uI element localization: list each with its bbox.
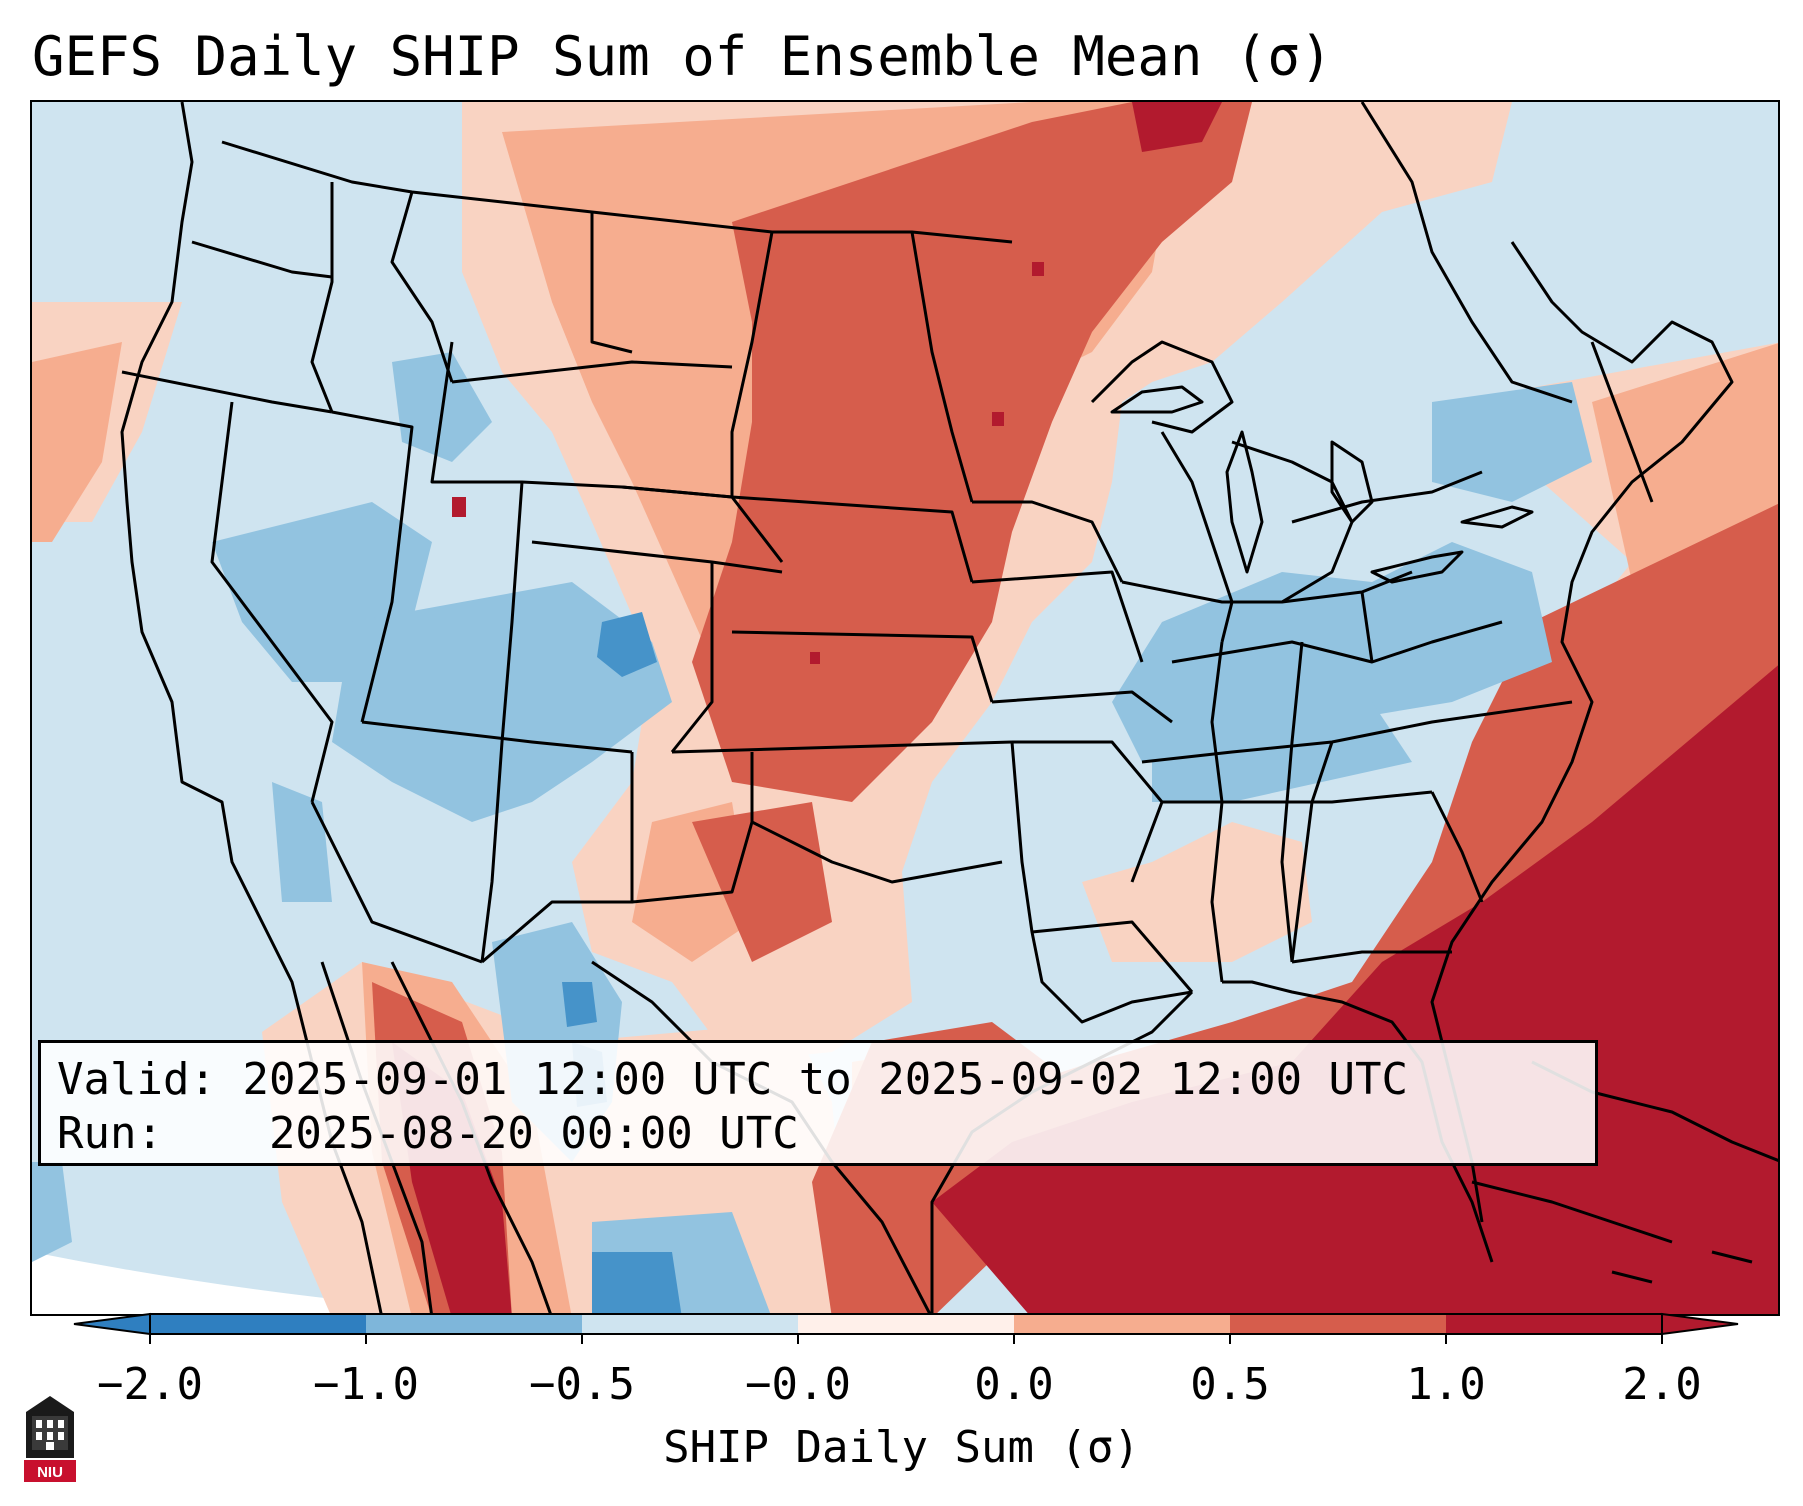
colorbar-tick-label: −0.0 <box>745 1359 851 1410</box>
boundaries <box>120 102 1778 1314</box>
colorbar-segment-7 <box>1446 1314 1662 1334</box>
projection-edge-left <box>32 1252 493 1314</box>
logo-text: NIU <box>37 1464 63 1481</box>
anomaly-strong-negative <box>562 612 682 1314</box>
colorbar-segment-2 <box>366 1314 582 1334</box>
colorbar-tick-label: −1.0 <box>313 1359 419 1410</box>
valid-info-box: Valid: 2025-09-01 12:00 UTC to 2025-09-0… <box>38 1040 1598 1166</box>
map-title: GEFS Daily SHIP Sum of Ensemble Mean (σ) <box>32 25 1333 88</box>
colorbar-segment-4 <box>798 1314 1014 1334</box>
colorbar-tick-label: 0.5 <box>1190 1359 1270 1410</box>
colorbar-extend-high <box>1661 1312 1739 1336</box>
niu-logo-icon: NIU <box>24 1396 76 1482</box>
colorbar-segment-3 <box>582 1314 798 1334</box>
colorbar <box>73 1312 1739 1344</box>
colorbar-tick-label: 1.0 <box>1406 1359 1486 1410</box>
colorbar-tick-label: 0.0 <box>974 1359 1054 1410</box>
valid-value: 2025-09-01 12:00 UTC to 2025-09-02 12:00… <box>242 1054 1409 1105</box>
colorbar-extend-low <box>73 1312 151 1336</box>
run-label: Run: <box>57 1108 163 1159</box>
valid-label: Valid: <box>57 1054 216 1105</box>
colorbar-tick-label: 2.0 <box>1622 1359 1702 1410</box>
colorbar-label: SHIP Daily Sum (σ) <box>663 1422 1140 1473</box>
colorbar-tick-label: −2.0 <box>97 1359 203 1410</box>
colorbar-tick-label: −0.5 <box>529 1359 635 1410</box>
colorbar-segment-5 <box>1014 1314 1230 1334</box>
colorbar-outline <box>149 1313 1663 1335</box>
colorbar-segment-6 <box>1230 1314 1446 1334</box>
colorbar-segment-1 <box>150 1314 366 1334</box>
run-value: 2025-08-20 00:00 UTC <box>268 1108 799 1159</box>
colorbar-ticks <box>149 1334 1663 1344</box>
